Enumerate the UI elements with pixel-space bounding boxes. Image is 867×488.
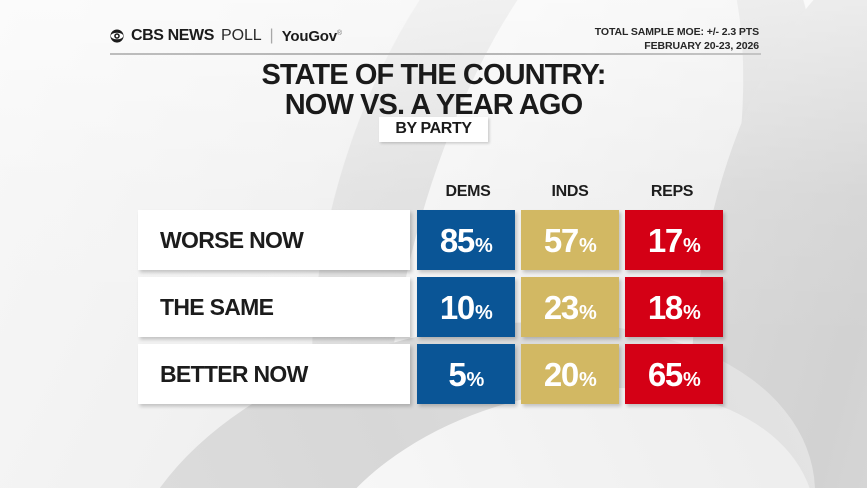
percent-sign: % xyxy=(578,301,597,324)
row-values: 5% 20% 65% xyxy=(417,344,723,404)
row-gap xyxy=(410,210,417,270)
percent-sign: % xyxy=(578,368,597,391)
percent-sign: % xyxy=(682,368,701,391)
cell-value: 20% xyxy=(543,355,597,393)
cell-better-now-inds: 20% xyxy=(521,344,619,404)
row-label-text: WORSE NOW xyxy=(160,226,304,253)
row-label-worse-now: WORSE NOW xyxy=(138,210,410,270)
cell-value: 18% xyxy=(647,288,701,326)
subtitle-badge: BY PARTY xyxy=(379,117,488,142)
poll-meta: TOTAL SAMPLE MOE: +/- 2.3 PTS FEBRUARY 2… xyxy=(595,26,759,53)
cell-value: 23% xyxy=(543,288,597,326)
brand-cbs-news: CBS NEWS xyxy=(131,27,215,44)
percent-sign: % xyxy=(466,368,484,391)
cell-worse-now-inds: 57% xyxy=(521,210,619,270)
percent-sign: % xyxy=(474,301,493,324)
row-values: 85% 57% 17% xyxy=(417,210,723,270)
percent-sign: % xyxy=(682,301,701,324)
row-values: 10% 23% 18% xyxy=(417,277,723,337)
meta-field-dates: FEBRUARY 20-23, 2026 xyxy=(644,39,759,52)
meta-margin-of-error: TOTAL SAMPLE MOE: +/- 2.3 PTS xyxy=(594,26,759,38)
page-title-line1: STATE OF THE COUNTRY: xyxy=(261,59,606,91)
column-headers: DEMS INDS REPS xyxy=(417,183,723,201)
column-header-inds: INDS xyxy=(551,183,589,200)
percent-sign: % xyxy=(578,234,597,257)
cell-value: 85% xyxy=(439,221,493,259)
header-divider xyxy=(110,53,761,55)
cell-value: 57% xyxy=(543,221,597,259)
brand-yougov: YouGov® xyxy=(281,27,342,45)
row-label-better-now: BETTER NOW xyxy=(138,344,410,404)
row-label-the-same: THE SAME xyxy=(138,277,410,337)
percent-sign: % xyxy=(682,234,701,257)
subtitle-container: BY PARTY xyxy=(0,117,867,142)
cell-better-now-reps: 65% xyxy=(625,344,723,404)
table-row: WORSE NOW 85% 57% 17% xyxy=(138,210,723,270)
table-row: BETTER NOW 5% 20% 65% xyxy=(138,344,723,404)
percent-sign: % xyxy=(474,234,493,257)
row-label-text: BETTER NOW xyxy=(160,360,308,387)
brand-lockup: CBS NEWS POLL | YouGov® xyxy=(110,27,342,45)
cell-worse-now-dems: 85% xyxy=(417,210,515,270)
cell-better-now-dems: 5% xyxy=(417,344,515,404)
row-gap xyxy=(410,344,417,404)
cell-value: 5% xyxy=(448,355,484,393)
cell-worse-now-reps: 17% xyxy=(625,210,723,270)
cell-the-same-dems: 10% xyxy=(417,277,515,337)
page-title: STATE OF THE COUNTRY: NOW VS. A YEAR AGO xyxy=(0,60,867,120)
column-header-dems: DEMS xyxy=(445,183,491,200)
cell-value: 17% xyxy=(647,221,701,259)
table-row: THE SAME 10% 23% 18% xyxy=(138,277,723,337)
page-title-line2: NOW VS. A YEAR AGO xyxy=(284,89,583,121)
cbs-eye-icon xyxy=(110,29,124,43)
cell-the-same-reps: 18% xyxy=(625,277,723,337)
trademark-mark: ® xyxy=(336,29,342,37)
cell-value: 10% xyxy=(439,288,493,326)
brand-poll: POLL xyxy=(221,27,262,44)
cell-the-same-inds: 23% xyxy=(521,277,619,337)
results-table: WORSE NOW 85% 57% 17% THE SAME xyxy=(138,210,723,404)
row-gap xyxy=(410,277,417,337)
brand-divider: | xyxy=(269,27,274,44)
column-header-reps: REPS xyxy=(650,183,694,200)
row-label-text: THE SAME xyxy=(160,293,274,320)
cell-value: 65% xyxy=(647,355,701,393)
